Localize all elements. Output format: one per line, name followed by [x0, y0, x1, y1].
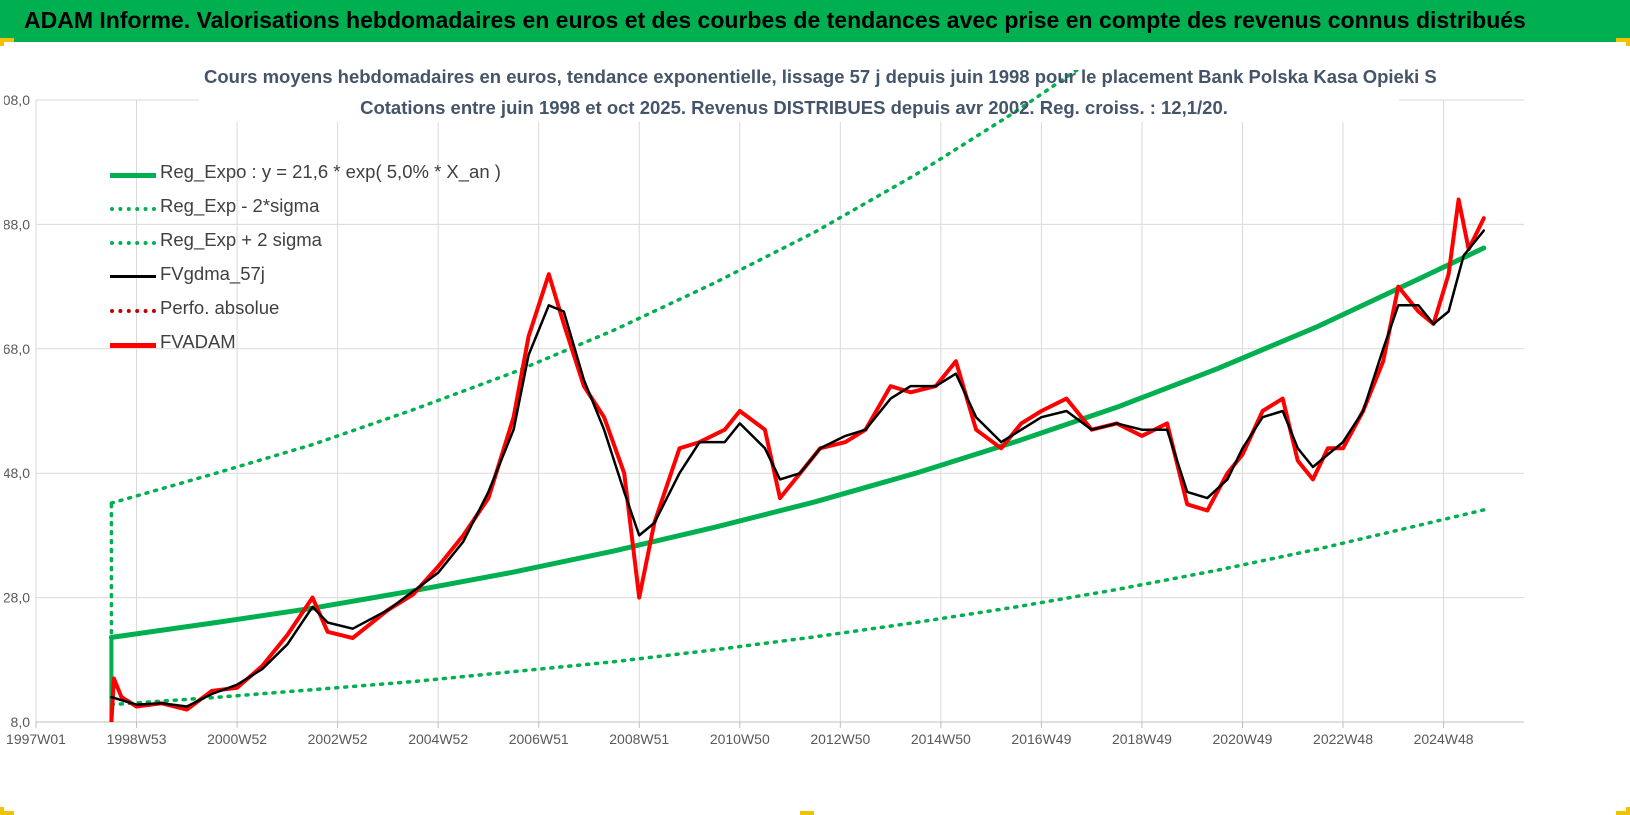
- x-tick-label: 2010W50: [710, 731, 770, 747]
- x-tick-label: 2018W49: [1112, 731, 1172, 747]
- x-tick-label: 2008W51: [609, 731, 669, 747]
- legend-swatch: [110, 241, 156, 245]
- x-tick-label: 2016W49: [1011, 731, 1071, 747]
- legend-label: Reg_Exp + 2 sigma: [160, 229, 322, 250]
- banner-title: ADAM Informe. Valorisations hebdomadaire…: [24, 7, 1526, 33]
- title-backdrop: [199, 60, 1399, 122]
- corner-marker-bottom-center: [800, 807, 814, 815]
- legend-swatch: [110, 207, 156, 211]
- legend-label: Reg_Exp - 2*sigma: [160, 195, 320, 216]
- corner-marker-bottom-right: [1616, 807, 1630, 815]
- y-tick-label: 68,0: [4, 341, 30, 357]
- x-tick-label: 2002W52: [308, 731, 368, 747]
- legend-swatch: [110, 309, 156, 313]
- x-tick-label: 2024W48: [1414, 731, 1474, 747]
- series-reg-exp-plus-2sigma: [109, 70, 1080, 505]
- legend-swatch: [110, 275, 156, 278]
- series-reg-expo: [108, 245, 1487, 640]
- x-tick-label: 2000W52: [207, 731, 267, 747]
- legend-label: FVADAM: [160, 331, 236, 352]
- legend-swatch: [110, 343, 156, 348]
- x-tick-label: 1998W53: [107, 731, 167, 747]
- corner-marker-bottom-left: [0, 807, 14, 815]
- y-tick-label: 48,0: [4, 465, 30, 481]
- chart-title: Cours moyens hebdomadaires en euros, ten…: [204, 66, 1437, 87]
- chart-plot: 8,0 28,0 48,0 68,0 88,0 108,0 1997W01 1998W53 20…: [4, 60, 1524, 747]
- x-tick-label: 2014W50: [911, 731, 971, 747]
- y-tick-label: 8,0: [11, 714, 31, 730]
- legend-label: FVgdma_57j: [160, 263, 265, 284]
- chart-subtitle: Cotations entre juin 1998 et oct 2025. R…: [360, 97, 1228, 118]
- title-banner: ADAM Informe. Valorisations hebdomadaire…: [0, 0, 1630, 42]
- y-tick-label: 28,0: [4, 590, 30, 606]
- series-fvadam: [109, 197, 1486, 722]
- chart-area: 8,0 28,0 48,0 68,0 88,0 108,0 1997W01 1998W53 20…: [4, 42, 1626, 811]
- y-tick-label: 88,0: [4, 216, 30, 232]
- legend-label: Reg_Expo : y = 21,6 * exp( 5,0% * X_an ): [160, 161, 501, 182]
- series-fvgdma-57j: [110, 229, 1486, 708]
- x-tick-label: 1997W01: [6, 731, 66, 747]
- x-tick-label: 2012W50: [810, 731, 870, 747]
- x-tick-label: 2004W52: [408, 731, 468, 747]
- legend-label: Perfo. absolue: [160, 297, 280, 318]
- x-tick-label: 2020W49: [1213, 731, 1273, 747]
- series-reg-exp-minus-2sigma: [109, 508, 1486, 707]
- x-tick-label: 2022W48: [1313, 731, 1373, 747]
- x-tick-label: 2006W51: [509, 731, 569, 747]
- y-tick-label: 108,0: [4, 92, 30, 108]
- legend-swatch: [110, 173, 156, 178]
